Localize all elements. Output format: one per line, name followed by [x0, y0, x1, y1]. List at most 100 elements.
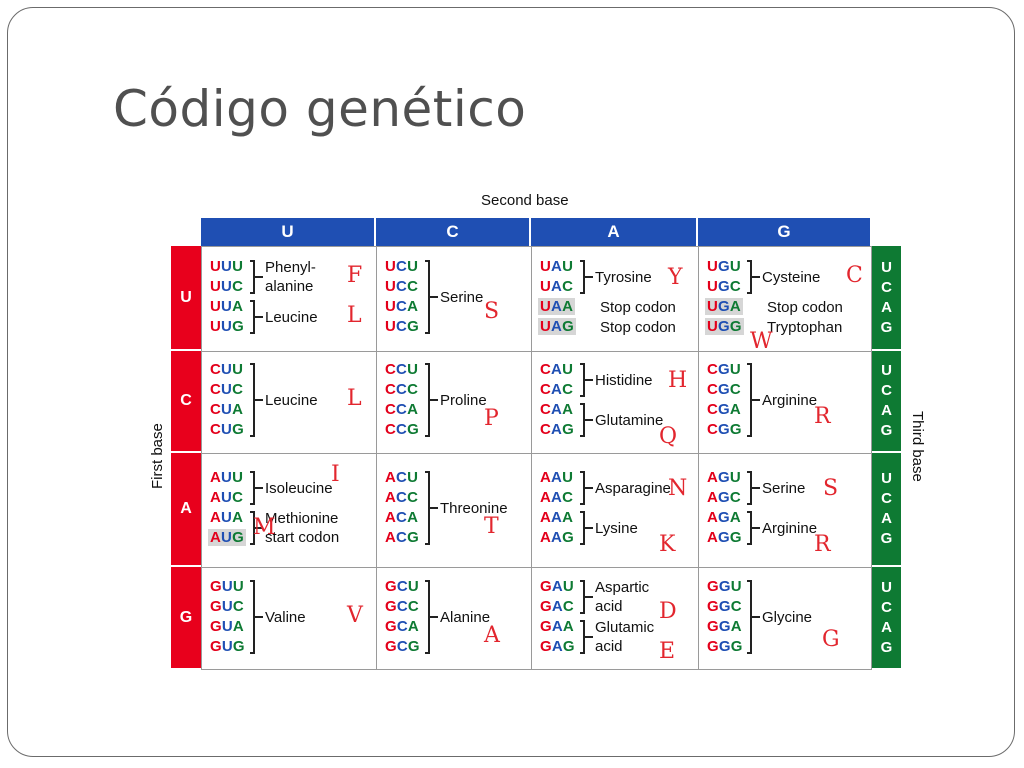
bracket — [250, 363, 255, 437]
codon-gcg: GCG — [385, 638, 420, 655]
bracket — [580, 511, 585, 545]
codon-uua: UUA — [210, 298, 244, 315]
third-base-letter: G — [880, 422, 893, 439]
third-base-letter: U — [881, 470, 892, 487]
codon-uca: UCA — [385, 298, 419, 315]
first-base-header-u: U — [171, 246, 201, 351]
codon-aua: AUA — [210, 509, 244, 526]
codon-gca: GCA — [385, 618, 419, 635]
codon-ggc: GGC — [707, 598, 742, 615]
codon-aug: AUG — [208, 529, 246, 546]
amino-acid-label: Glycine — [762, 608, 813, 626]
codon-gcu: GCU — [385, 578, 419, 595]
bracket-tick — [752, 616, 760, 618]
bracket — [425, 260, 430, 334]
bracket-tick — [255, 276, 263, 278]
bracket — [580, 620, 585, 654]
amino-acid-label: Glutamic acid — [595, 619, 655, 655]
codon-ggg: GGG — [707, 638, 743, 655]
codon-gag: GAG — [540, 638, 575, 655]
codon-cgc: CGC — [707, 381, 741, 398]
bracket-tick — [430, 296, 438, 298]
codon-gau: GAU — [540, 578, 574, 595]
bracket-tick — [585, 527, 593, 529]
codon-uag: UAG — [538, 318, 576, 335]
bracket — [250, 260, 255, 294]
codon-caa: CAA — [540, 401, 574, 418]
amino-acid-label: Leucine — [265, 308, 318, 326]
bracket — [250, 300, 255, 334]
third-base-letter: G — [880, 638, 893, 656]
bracket — [250, 471, 255, 505]
bracket-tick — [430, 399, 438, 401]
codon-aca: ACA — [385, 509, 419, 526]
amino-acid-label: Isoleucine — [265, 479, 333, 497]
third-base-letter: C — [881, 598, 892, 616]
codon-ccu: CCU — [385, 361, 419, 378]
bracket-tick — [752, 527, 760, 529]
third-base-letter: U — [881, 258, 892, 276]
amino-acid-letter-t: T — [484, 514, 499, 539]
codon-acu: ACU — [385, 469, 419, 486]
codon-cug: CUG — [210, 421, 244, 438]
third-base-letter: U — [881, 578, 892, 596]
codon-cau: CAU — [540, 361, 574, 378]
bracket-tick — [752, 399, 760, 401]
codon-gac: GAC — [540, 598, 574, 615]
bracket — [425, 363, 430, 437]
amino-acid-label: Threonine — [440, 499, 508, 517]
codon-aga: AGA — [707, 509, 741, 526]
amino-acid-label: Arginine — [762, 519, 818, 537]
bracket-tick — [255, 487, 263, 489]
codon-ucu: UCU — [385, 258, 419, 275]
second-base-header-u: U — [201, 218, 376, 246]
codon-cua: CUA — [210, 401, 244, 418]
second-base-header-a: A — [531, 218, 698, 246]
bracket — [747, 580, 752, 654]
grid-vline — [698, 246, 699, 670]
grid-hline — [201, 351, 872, 352]
bracket-tick — [255, 399, 263, 401]
codon-gua: GUA — [210, 618, 244, 635]
codon-uuc: UUC — [210, 278, 244, 295]
third-base-letter: A — [881, 618, 892, 636]
amino-acid-letter-s: S — [823, 476, 839, 501]
codon-uug: UUG — [210, 318, 244, 335]
second-base-label: Second base — [481, 192, 569, 209]
amino-acid-letter-i: I — [331, 462, 340, 487]
bracket-tick — [255, 616, 263, 618]
third-base-label: Third base — [909, 411, 926, 482]
slide-frame — [7, 7, 1015, 757]
third-base-letter: A — [881, 298, 892, 316]
amino-acid-label: Asparagine — [595, 479, 671, 497]
codon-guu: GUU — [210, 578, 244, 595]
codon-aac: AAC — [540, 489, 574, 506]
bracket — [747, 363, 752, 437]
amino-acid-label: Leucine — [265, 391, 318, 409]
grid-hline — [201, 567, 872, 568]
bracket-tick — [585, 487, 593, 489]
codon-agg: AGG — [707, 529, 742, 546]
codon-cgg: CGG — [707, 421, 742, 438]
bracket — [425, 580, 430, 654]
codon-ugu: UGU — [707, 258, 741, 275]
bracket-tick — [585, 636, 593, 638]
codon-cca: CCA — [385, 401, 419, 418]
codon-cac: CAC — [540, 381, 574, 398]
third-base-letter: A — [881, 510, 892, 527]
bracket — [580, 403, 585, 437]
bracket-tick — [255, 527, 263, 529]
amino-acid-letter-w: W — [750, 329, 773, 354]
amino-acid-letter-r: R — [814, 532, 831, 557]
codon-cgu: CGU — [707, 361, 741, 378]
third-base-letter: G — [880, 318, 893, 336]
bracket-tick — [585, 596, 593, 598]
codon-agc: AGC — [707, 489, 741, 506]
codon-auc: AUC — [210, 489, 244, 506]
first-base-header-c: C — [171, 351, 201, 453]
amino-acid-label: Serine — [762, 479, 806, 497]
amino-acid-letter-v: V — [347, 603, 363, 628]
codon-ggu: GGU — [707, 578, 742, 595]
